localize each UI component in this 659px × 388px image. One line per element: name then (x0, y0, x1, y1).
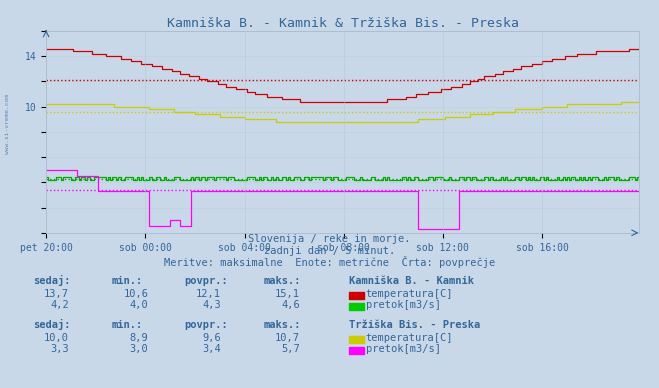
Text: 3,4: 3,4 (202, 344, 221, 354)
Text: 15,1: 15,1 (275, 289, 300, 299)
Text: 10,6: 10,6 (123, 289, 148, 299)
Text: Tržiška Bis. - Preska: Tržiška Bis. - Preska (349, 320, 480, 330)
Text: 10,7: 10,7 (275, 333, 300, 343)
Text: povpr.:: povpr.: (185, 320, 228, 330)
Text: 3,0: 3,0 (130, 344, 148, 354)
Title: Kamniška B. - Kamnik & Tržiška Bis. - Preska: Kamniška B. - Kamnik & Tržiška Bis. - Pr… (167, 17, 519, 30)
Text: maks.:: maks.: (264, 320, 301, 330)
Text: 12,1: 12,1 (196, 289, 221, 299)
Text: pretok[m3/s]: pretok[m3/s] (366, 344, 441, 354)
Text: min.:: min.: (112, 320, 143, 330)
Text: temperatura[C]: temperatura[C] (366, 333, 453, 343)
Text: sedaj:: sedaj: (33, 275, 71, 286)
Text: povpr.:: povpr.: (185, 276, 228, 286)
Text: 9,6: 9,6 (202, 333, 221, 343)
Text: Meritve: maksimalne  Enote: metrične  Črta: povprečje: Meritve: maksimalne Enote: metrične Črta… (164, 256, 495, 268)
Text: 4,6: 4,6 (281, 300, 300, 310)
Text: temperatura[C]: temperatura[C] (366, 289, 453, 299)
Text: 3,3: 3,3 (51, 344, 69, 354)
Text: min.:: min.: (112, 276, 143, 286)
Text: 10,0: 10,0 (44, 333, 69, 343)
Text: Slovenija / reke in morje.: Slovenija / reke in morje. (248, 234, 411, 244)
Text: www.si-vreme.com: www.si-vreme.com (5, 94, 11, 154)
Text: 4,0: 4,0 (130, 300, 148, 310)
Text: zadnji dan / 5 minut.: zadnji dan / 5 minut. (264, 246, 395, 256)
Text: pretok[m3/s]: pretok[m3/s] (366, 300, 441, 310)
Text: sedaj:: sedaj: (33, 319, 71, 330)
Text: 4,3: 4,3 (202, 300, 221, 310)
Text: 5,7: 5,7 (281, 344, 300, 354)
Text: 8,9: 8,9 (130, 333, 148, 343)
Text: Kamniška B. - Kamnik: Kamniška B. - Kamnik (349, 276, 474, 286)
Text: 13,7: 13,7 (44, 289, 69, 299)
Text: maks.:: maks.: (264, 276, 301, 286)
Text: 4,2: 4,2 (51, 300, 69, 310)
